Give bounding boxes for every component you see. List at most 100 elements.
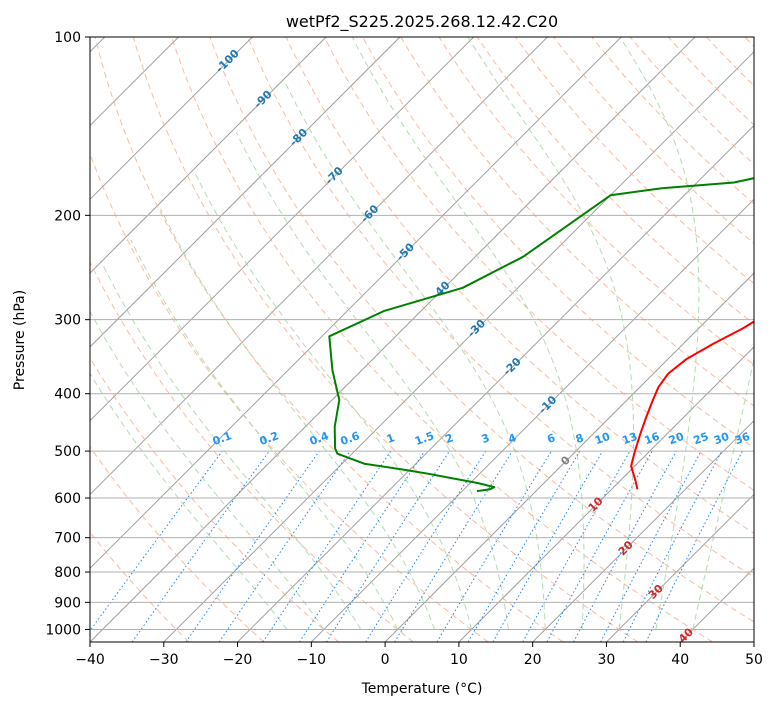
mixing-ratio-line bbox=[522, 450, 631, 642]
mixing-ratio-line bbox=[394, 450, 513, 642]
y-tick-label: 200 bbox=[54, 208, 81, 224]
mixing-ratio-label: 20 bbox=[667, 430, 686, 448]
mixing-ratio-line bbox=[546, 450, 653, 642]
mixing-ratio-label: 36 bbox=[733, 430, 752, 448]
mixing-ratio-line bbox=[573, 450, 677, 642]
mixing-ratio-label: 6 bbox=[545, 431, 557, 446]
mixing-ratio-label: 0.1 bbox=[211, 429, 234, 448]
moist-adiabat-line bbox=[194, 173, 472, 630]
mixing-ratio-label: 1 bbox=[385, 431, 397, 446]
isotherm-line bbox=[384, 272, 754, 642]
moist-adiabat-line bbox=[90, 310, 325, 630]
isotherm-line bbox=[532, 419, 754, 642]
background-lines bbox=[90, 37, 754, 642]
mixing-ratio-label: 0.2 bbox=[258, 429, 281, 448]
x-axis-label: Temperature (°C) bbox=[361, 681, 483, 697]
dry-adiabat-line bbox=[90, 260, 414, 642]
dewpoint-profile bbox=[328, 177, 754, 493]
mixing-ratio-line bbox=[90, 450, 223, 632]
moist-adiabat-line bbox=[90, 372, 288, 630]
dry-adiabat-line bbox=[90, 446, 265, 642]
y-axis-label: Pressure (hPa) bbox=[12, 290, 28, 390]
isotherm-line bbox=[163, 51, 754, 642]
dry-adiabat-line bbox=[515, 37, 754, 285]
x-tick-label: 50 bbox=[745, 652, 763, 668]
mixing-ratio-line bbox=[185, 450, 320, 642]
isotherm-line bbox=[458, 346, 754, 642]
x-tick-label: 30 bbox=[598, 652, 616, 668]
profiles bbox=[328, 177, 754, 493]
y-tick-label: 100 bbox=[54, 30, 81, 46]
moist-adiabat-line bbox=[467, 37, 635, 630]
y-tick-label: 600 bbox=[54, 491, 81, 507]
isotherm-line bbox=[237, 124, 754, 642]
mixing-ratio-label: 0.6 bbox=[339, 429, 362, 448]
y-tick-label: 300 bbox=[54, 313, 81, 329]
isotherm-line bbox=[90, 37, 696, 642]
moist-adiabat-line bbox=[160, 208, 436, 630]
y-tick-label: 800 bbox=[54, 565, 81, 581]
x-tick-label: −20 bbox=[223, 652, 253, 668]
isotherm-line bbox=[90, 37, 253, 201]
mixing-ratio-label: 2 bbox=[444, 431, 456, 446]
mixing-ratio-line bbox=[299, 450, 426, 642]
mixing-ratio-label: 0.4 bbox=[308, 429, 331, 448]
x-tick-label: −10 bbox=[297, 652, 327, 668]
dry-adiabat-line bbox=[247, 37, 754, 578]
mixing-ratio-label: 30 bbox=[712, 430, 731, 448]
mixing-ratio-line bbox=[325, 450, 450, 642]
x-tick-label: 10 bbox=[450, 652, 468, 668]
moist-adiabat-line bbox=[285, 83, 546, 630]
moist-adiabat-line bbox=[235, 132, 509, 630]
dry-adiabat-line bbox=[476, 37, 754, 325]
moist-adiabat-line bbox=[351, 37, 585, 630]
chart-title: wetPf2_S225.2025.268.12.42.C20 bbox=[286, 12, 558, 32]
moist-adiabat-line bbox=[101, 262, 362, 630]
y-tick-label: 900 bbox=[54, 595, 81, 611]
dry-adiabat-line bbox=[438, 37, 754, 366]
plot-frame bbox=[89, 36, 755, 643]
mixing-ratio-label: 8 bbox=[574, 431, 586, 446]
mixing-ratio-line bbox=[262, 450, 392, 642]
isotherm-line bbox=[90, 37, 401, 348]
dry-adiabat-line bbox=[90, 356, 339, 642]
isotherm-line bbox=[90, 37, 327, 274]
y-tick-label: 700 bbox=[54, 531, 81, 547]
temperature-profile bbox=[630, 320, 754, 490]
mixing-ratio-label: 1.5 bbox=[413, 429, 436, 448]
mixing-ratio-label: 4 bbox=[506, 431, 518, 446]
mixing-ratio-label: 25 bbox=[692, 430, 711, 447]
moist-adiabat-line bbox=[692, 356, 754, 630]
dry-adiabat-line bbox=[132, 37, 639, 642]
mixing-ratio-line bbox=[645, 450, 743, 642]
x-tick-label: −40 bbox=[75, 652, 105, 668]
mixing-ratio-label: 13 bbox=[620, 430, 639, 447]
isotherm-line bbox=[90, 37, 475, 422]
y-axis: 100 200 300 400 500 600 700 800 900 1000 bbox=[45, 30, 90, 638]
moist-adiabat-line bbox=[619, 37, 700, 630]
isotherm-line bbox=[90, 37, 548, 496]
dry-adiabat-line bbox=[209, 37, 754, 623]
mixing-ratio-label: 3 bbox=[480, 431, 492, 446]
x-axis: −40 −30 −20 −10 0 10 20 30 40 50 bbox=[75, 642, 763, 668]
y-tick-label: 400 bbox=[54, 387, 81, 403]
dry-adiabat-line bbox=[323, 37, 754, 491]
dry-adiabat-line bbox=[94, 37, 564, 642]
mixing-ratio-line bbox=[131, 450, 270, 642]
pressure-gridlines bbox=[90, 37, 754, 630]
mixing-ratio-label: 16 bbox=[643, 430, 662, 448]
x-tick-label: 0 bbox=[381, 652, 390, 668]
isotherm-line bbox=[90, 37, 622, 569]
isotherm-line bbox=[606, 493, 754, 642]
x-tick-label: 40 bbox=[671, 652, 689, 668]
dry-adiabat-line bbox=[285, 37, 754, 534]
dry-adiabat-line bbox=[171, 37, 713, 642]
y-tick-label: 500 bbox=[54, 444, 81, 460]
mixing-ratio-line bbox=[218, 450, 351, 642]
x-tick-label: 20 bbox=[524, 652, 542, 668]
mixing-ratio-label: 10 bbox=[593, 430, 612, 448]
y-tick-label: 1000 bbox=[45, 622, 81, 638]
x-tick-label: −30 bbox=[149, 652, 179, 668]
